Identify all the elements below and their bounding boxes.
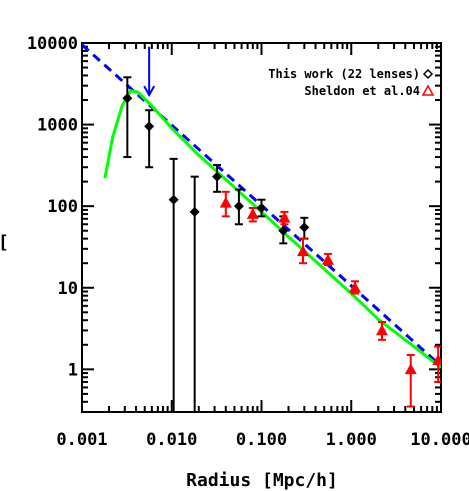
x-tick-label: 0.010 <box>146 430 197 450</box>
triangle-point <box>246 208 259 219</box>
x-tick-label: 1.000 <box>326 430 377 450</box>
diamond-point <box>144 121 155 132</box>
diamond-point <box>212 171 223 182</box>
plot-frame <box>81 42 442 413</box>
legend: This work (22 lenses) Sheldon et al.04 <box>268 67 435 98</box>
diamond-point <box>189 206 200 217</box>
y-axis-label: [ <box>0 232 9 253</box>
legend-triangle-marker <box>421 84 435 96</box>
plot-border <box>81 42 442 413</box>
annotations <box>143 46 156 98</box>
diamond-point <box>168 194 179 205</box>
triangle-point <box>432 354 441 365</box>
triangle-point <box>348 281 361 293</box>
y-tick-label: 100 <box>47 197 78 217</box>
diamond-point <box>233 201 244 212</box>
diamond-point <box>256 202 267 213</box>
x-axis-label: Radius [Mpc/h] <box>186 470 338 491</box>
diamond-point <box>122 93 133 104</box>
y-tick-label: 10000 <box>27 34 78 54</box>
y-tick-label: 1 <box>68 360 78 380</box>
y-tick-label: 10 <box>58 279 78 299</box>
axis-ticks: 0.001 0.010 0.100 1.000 10.000 1 10 100 1000 1000… <box>27 34 469 450</box>
x-tick-label: 0.001 <box>56 430 107 450</box>
triangle-point <box>375 324 388 336</box>
x-tick-label: 0.100 <box>236 430 287 450</box>
y-tick-label: 1000 <box>37 116 78 136</box>
diamond-point <box>299 222 310 233</box>
triangle-point <box>321 253 334 265</box>
legend-label: Sheldon et al.04 <box>304 84 420 98</box>
triangle-point <box>219 196 232 208</box>
axis-labels: Radius [Mpc/h] [ <box>0 232 338 491</box>
model-line-solid <box>103 89 441 369</box>
x-tick-label: 10.000 <box>410 430 469 450</box>
triangle-point <box>278 211 291 223</box>
triangle-point <box>404 363 417 375</box>
legend-diamond-marker <box>422 68 434 80</box>
diamond-point <box>278 225 289 236</box>
legend-label: This work (22 lenses) <box>268 67 420 81</box>
arrow-head <box>143 85 156 98</box>
data-points <box>122 76 441 412</box>
triangle-point <box>297 245 310 257</box>
